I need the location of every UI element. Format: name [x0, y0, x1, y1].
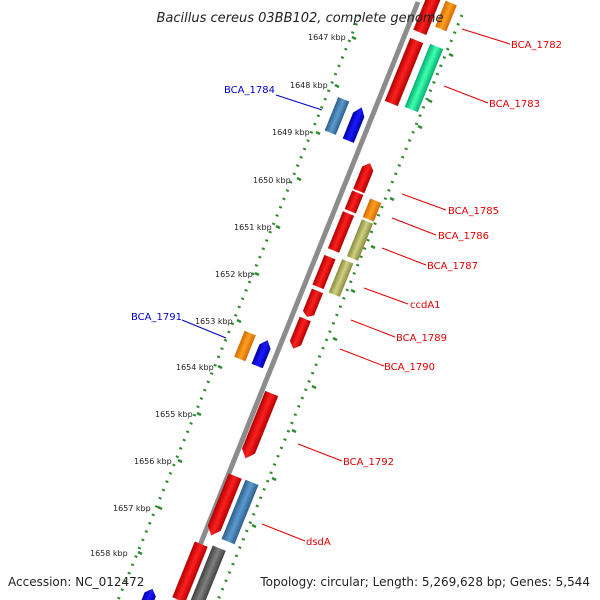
- tick-label: 1650 kbp: [253, 176, 291, 185]
- gene-bca-1784-arrow: [342, 107, 365, 143]
- gene-bca-1791: [234, 330, 256, 362]
- gene-red-a: [344, 190, 364, 214]
- gene-bca-1783: [404, 43, 444, 113]
- tick-label: 1648 kbp: [290, 81, 328, 90]
- tick-label: 1653 kbp: [195, 317, 233, 326]
- gene-label-bca-1785: BCA_1785: [448, 206, 499, 217]
- gene-bca-1792: [242, 390, 279, 459]
- gene-red-bottom: [172, 541, 208, 600]
- accession-text: Accession: NC_012472: [8, 575, 144, 589]
- tick-label: 1651 kbp: [234, 223, 272, 232]
- gene-red-c: [312, 254, 336, 290]
- tick-track-outer: [216, 14, 464, 600]
- tick-label: 1655 kbp: [155, 410, 193, 419]
- gene-bca-1782: [413, 0, 443, 36]
- tick-label: 1656 kbp: [134, 457, 172, 466]
- gene-ccda1: [328, 259, 354, 297]
- gene-label-bca-1791: BCA_1791: [131, 312, 182, 323]
- tick-label: 1647 kbp: [308, 33, 346, 42]
- gene-bca-1786: [362, 198, 382, 222]
- gene-labels: BCA_1782 BCA_1783 BCA_1784 BCA_1785 BCA_…: [131, 40, 562, 548]
- gene-red-b: [327, 211, 355, 253]
- gene-label-bca-1792: BCA_1792: [343, 457, 394, 468]
- gene-bca-1787: [346, 219, 374, 261]
- gene-label-bca-1787: BCA_1787: [427, 261, 478, 272]
- gene-bca-1791-arrow: [251, 340, 271, 369]
- gene-label-ccda1: ccdA1: [410, 300, 441, 311]
- major-ticks: [137, 35, 357, 556]
- gene-gray-bottom: [190, 545, 226, 600]
- tick-label: 1658 kbp: [90, 549, 128, 558]
- outer-ticks: [251, 52, 454, 529]
- genome-summary-text: Topology: circular; Length: 5,269,628 bp…: [259, 575, 590, 589]
- tick-label: 1649 kbp: [272, 128, 310, 137]
- leader-lines: [181, 28, 511, 542]
- map-title: Bacillus cereus 03BB102, complete genome: [156, 11, 443, 26]
- gene-red-d: [302, 288, 324, 317]
- gene-red-1783b: [384, 37, 424, 107]
- gene-label-dsda: dsdA: [306, 537, 331, 548]
- gene-features: [137, 0, 457, 600]
- gene-label-bca-1786: BCA_1786: [438, 231, 489, 242]
- gene-label-bca-1784: BCA_1784: [224, 85, 275, 96]
- gene-label-bca-1790: BCA_1790: [384, 362, 435, 373]
- tick-track-inner: [116, 14, 362, 600]
- tick-label: 1657 kbp: [113, 504, 151, 513]
- gene-label-bca-1783: BCA_1783: [489, 99, 540, 110]
- gene-blue-bottom: [137, 588, 156, 600]
- gene-red-dsda-inner: [207, 473, 242, 536]
- gene-orange-top: [435, 0, 457, 32]
- tick-label: 1652 kbp: [215, 270, 253, 279]
- gene-dsda: [221, 479, 259, 545]
- gene-bca-1790: [289, 316, 311, 349]
- tick-labels: 1647 kbp 1648 kbp 1649 kbp 1650 kbp 1651…: [90, 33, 346, 558]
- gene-bca-1785: [353, 163, 374, 194]
- gene-label-bca-1789: BCA_1789: [396, 333, 447, 344]
- gene-label-bca-1782: BCA_1782: [511, 40, 562, 51]
- tick-label: 1654 kbp: [176, 363, 214, 372]
- gene-bca-1784-steel: [324, 97, 350, 135]
